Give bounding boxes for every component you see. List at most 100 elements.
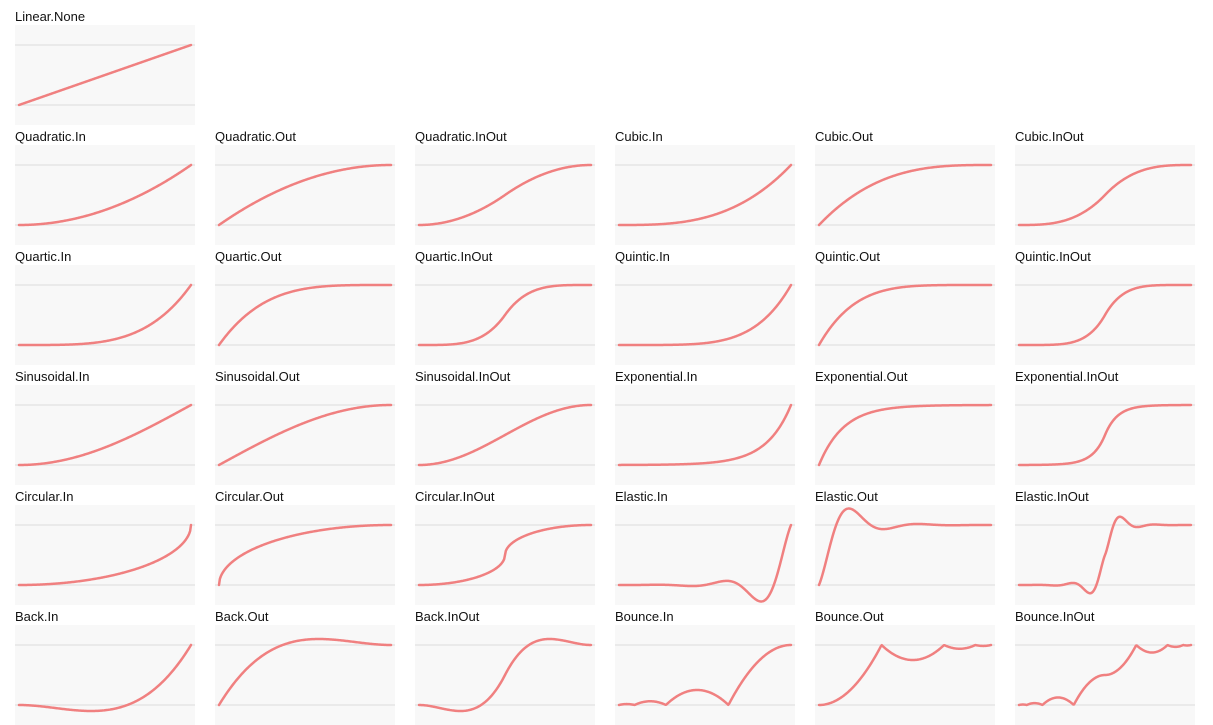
plot-svg-quadratic-out	[215, 163, 395, 227]
plot-svg-elastic-inout	[1015, 515, 1195, 595]
plot-area-quintic-in	[615, 265, 795, 365]
curve-cubic-inout	[1017, 163, 1193, 227]
curve-quartic-out	[217, 283, 393, 347]
curve-circular-out	[217, 523, 393, 587]
plot-area-bounce-out	[815, 625, 995, 725]
chart-title-quintic-in: Quintic.In	[615, 249, 670, 264]
chart-title-quintic-inout: Quintic.InOut	[1015, 249, 1091, 264]
chart-elastic-in: Elastic.In	[615, 480, 795, 605]
chart-title-quadratic-inout: Quadratic.InOut	[415, 129, 507, 144]
curve-elastic-in	[617, 523, 793, 603]
plot-svg-bounce-out	[815, 643, 995, 707]
plot-svg-exponential-in	[615, 403, 795, 467]
chart-title-quartic-out: Quartic.Out	[215, 249, 282, 264]
plot-area-bounce-inout	[1015, 625, 1195, 725]
plot-svg-quintic-in	[615, 283, 795, 347]
curve-quadratic-out	[217, 163, 393, 227]
curve-sinusoidal-inout	[417, 403, 593, 467]
chart-title-cubic-inout: Cubic.InOut	[1015, 129, 1084, 144]
plot-area-linear-none	[15, 25, 195, 125]
plot-svg-cubic-out	[815, 163, 995, 227]
plot-area-exponential-out	[815, 385, 995, 485]
chart-elastic-inout: Elastic.InOut	[1015, 480, 1195, 605]
chart-sinusoidal-in: Sinusoidal.In	[15, 360, 195, 485]
plot-svg-bounce-inout	[1015, 643, 1195, 707]
curve-sinusoidal-in	[17, 403, 193, 467]
curve-cubic-in	[617, 163, 793, 227]
plot-area-quintic-out	[815, 265, 995, 365]
plot-area-exponential-inout	[1015, 385, 1195, 485]
plot-svg-quartic-in	[15, 283, 195, 347]
chart-title-circular-inout: Circular.InOut	[415, 489, 495, 504]
curve-elastic-inout	[1017, 515, 1193, 595]
plot-svg-cubic-in	[615, 163, 795, 227]
chart-title-back-in: Back.In	[15, 609, 59, 624]
plot-svg-circular-inout	[415, 523, 595, 587]
plot-svg-circular-in	[15, 523, 195, 587]
chart-title-quintic-out: Quintic.Out	[815, 249, 881, 264]
plot-svg-exponential-out	[815, 403, 995, 467]
plot-svg-bounce-in	[615, 643, 795, 707]
plot-svg-sinusoidal-out	[215, 403, 395, 467]
plot-svg-cubic-inout	[1015, 163, 1195, 227]
curve-back-inout	[417, 637, 593, 713]
chart-circular-inout: Circular.InOut	[415, 480, 595, 605]
plot-area-quartic-out	[215, 265, 395, 365]
curve-bounce-inout	[1017, 643, 1193, 707]
chart-title-exponential-out: Exponential.Out	[815, 369, 908, 384]
chart-title-back-out: Back.Out	[215, 609, 269, 624]
chart-exponential-inout: Exponential.InOut	[1015, 360, 1195, 485]
plot-area-sinusoidal-in	[15, 385, 195, 485]
plot-area-cubic-out	[815, 145, 995, 245]
plot-svg-elastic-out	[815, 507, 995, 587]
chart-title-bounce-inout: Bounce.InOut	[1015, 609, 1095, 624]
curve-quintic-in	[617, 283, 793, 347]
plot-svg-quintic-out	[815, 283, 995, 347]
plot-svg-back-out	[215, 637, 395, 707]
chart-exponential-out: Exponential.Out	[815, 360, 995, 485]
curve-back-out	[217, 637, 393, 707]
curve-exponential-inout	[1017, 403, 1193, 467]
chart-elastic-out: Elastic.Out	[815, 480, 995, 605]
curve-exponential-in	[617, 403, 793, 467]
plot-svg-quadratic-in	[15, 163, 195, 227]
plot-svg-back-in	[15, 643, 195, 713]
chart-title-bounce-out: Bounce.Out	[815, 609, 884, 624]
chart-bounce-out: Bounce.Out	[815, 600, 995, 725]
plot-area-circular-in	[15, 505, 195, 605]
chart-back-inout: Back.InOut	[415, 600, 595, 725]
chart-title-quadratic-in: Quadratic.In	[15, 129, 86, 144]
chart-quadratic-in: Quadratic.In	[15, 120, 195, 245]
plot-svg-sinusoidal-inout	[415, 403, 595, 467]
chart-sinusoidal-out: Sinusoidal.Out	[215, 360, 395, 485]
plot-svg-quintic-inout	[1015, 283, 1195, 347]
curve-quartic-in	[17, 283, 193, 347]
curve-back-in	[17, 643, 193, 713]
plot-area-quartic-in	[15, 265, 195, 365]
chart-title-sinusoidal-in: Sinusoidal.In	[15, 369, 90, 384]
plot-area-sinusoidal-out	[215, 385, 395, 485]
chart-cubic-inout: Cubic.InOut	[1015, 120, 1195, 245]
chart-quadratic-inout: Quadratic.InOut	[415, 120, 595, 245]
plot-svg-sinusoidal-in	[15, 403, 195, 467]
chart-title-quartic-in: Quartic.In	[15, 249, 72, 264]
curve-elastic-out	[817, 507, 993, 587]
plot-area-sinusoidal-inout	[415, 385, 595, 485]
chart-sinusoidal-inout: Sinusoidal.InOut	[415, 360, 595, 485]
plot-area-back-out	[215, 625, 395, 725]
chart-exponential-in: Exponential.In	[615, 360, 795, 485]
plot-area-cubic-inout	[1015, 145, 1195, 245]
chart-title-elastic-out: Elastic.Out	[815, 489, 878, 504]
chart-back-in: Back.In	[15, 600, 195, 725]
curve-quintic-out	[817, 283, 993, 347]
chart-quartic-inout: Quartic.InOut	[415, 240, 595, 365]
chart-title-cubic-out: Cubic.Out	[815, 129, 873, 144]
plot-svg-circular-out	[215, 523, 395, 587]
chart-quintic-in: Quintic.In	[615, 240, 795, 365]
plot-svg-elastic-in	[615, 523, 795, 603]
curve-quadratic-in	[17, 163, 193, 227]
chart-bounce-inout: Bounce.InOut	[1015, 600, 1195, 725]
curve-exponential-out	[817, 403, 993, 467]
plot-area-bounce-in	[615, 625, 795, 725]
chart-cubic-in: Cubic.In	[615, 120, 795, 245]
